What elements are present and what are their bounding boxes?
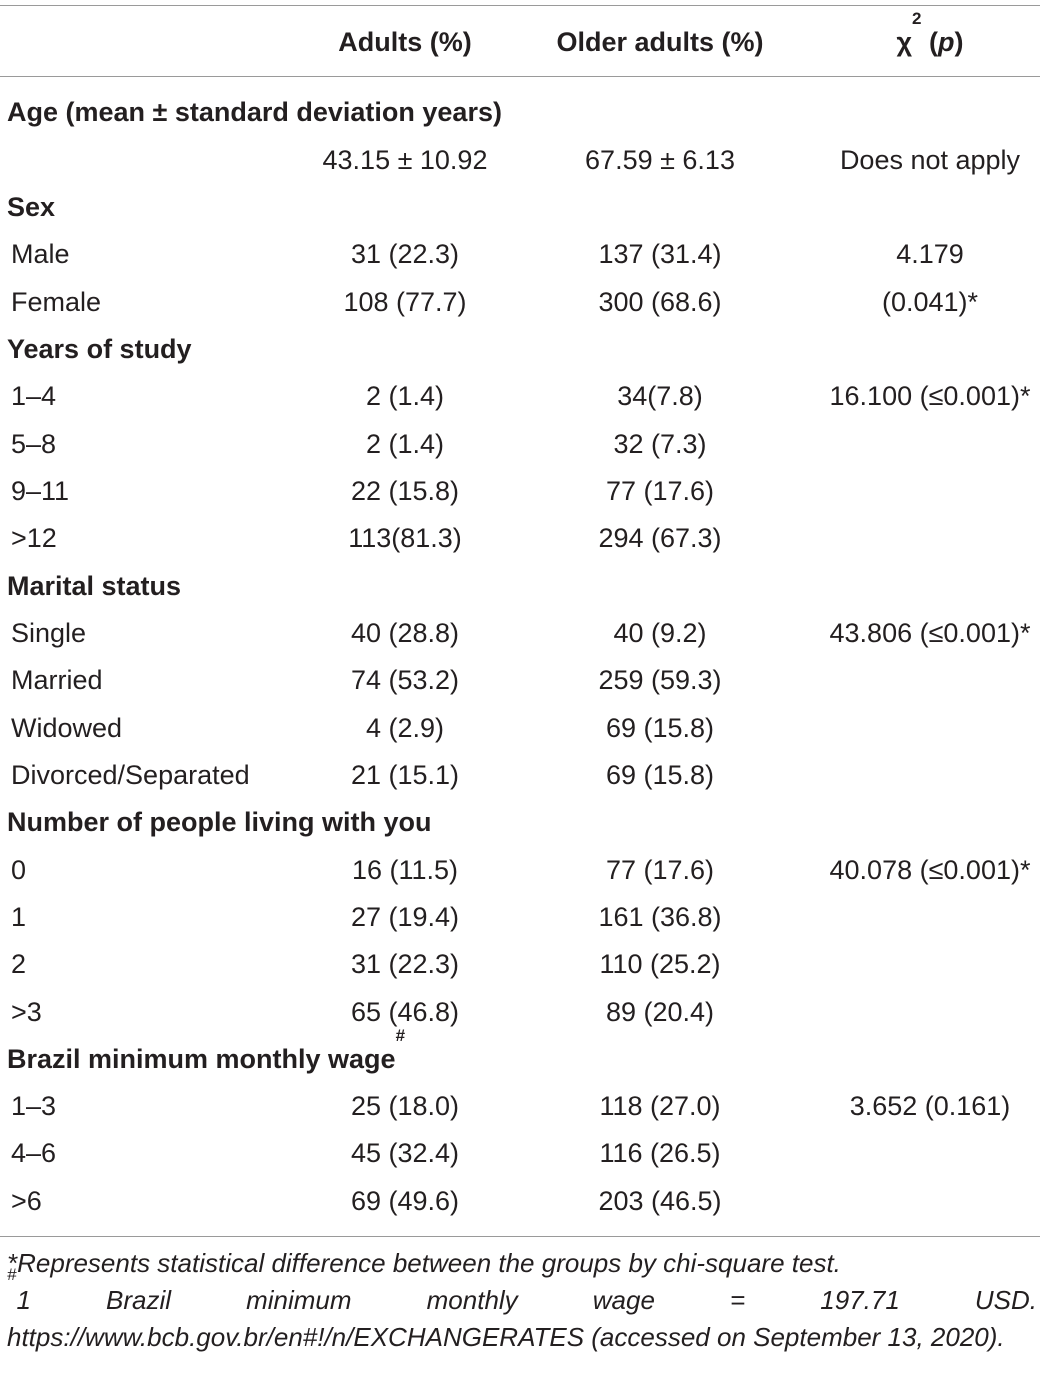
row-adults: 2 (1.4) — [365, 381, 445, 411]
footnote-chi-square: *Represents statistical difference betwe… — [7, 1248, 841, 1278]
row-adults: 65 (46.8) — [350, 997, 460, 1027]
row-adults: 40 (28.8) — [350, 618, 460, 648]
p-symbol: p — [938, 27, 955, 57]
section-age: Age (mean ± standard deviation years) — [7, 97, 502, 127]
chi-superscript: 2 — [912, 9, 922, 28]
row-chi: 40.078 (≤0.001)* — [829, 855, 1031, 885]
row-adults: 45 (32.4) — [350, 1138, 460, 1168]
row-older: 203 (46.5) — [598, 1186, 722, 1216]
header-rule — [0, 76, 1040, 77]
row-label: >3 — [11, 997, 42, 1027]
row-adults: 16 (11.5) — [351, 855, 459, 885]
header-adults: Adults (%) — [338, 27, 472, 57]
row-older: 77 (17.6) — [605, 476, 715, 506]
row-older: 89 (20.4) — [605, 997, 715, 1027]
age-chi: Does not apply — [839, 145, 1021, 175]
row-adults: 25 (18.0) — [350, 1091, 460, 1121]
row-label: Married — [11, 665, 103, 695]
section-minimum-wage: Brazil minimum monthly wage# — [7, 1026, 406, 1074]
row-adults: 74 (53.2) — [350, 665, 460, 695]
row-label: 0 — [11, 855, 27, 885]
age-adults: 43.15 ± 10.92 — [322, 145, 488, 175]
row-chi: 3.652 (0.161) — [849, 1091, 1011, 1121]
section-marital-status: Marital status — [7, 571, 182, 601]
row-older: 40 (9.2) — [613, 618, 707, 648]
row-adults: 31 (22.3) — [350, 949, 460, 979]
row-label: >12 — [11, 523, 57, 553]
row-older: 118 (27.0) — [599, 1091, 721, 1121]
bottom-rule — [0, 1236, 1040, 1237]
row-older: 161 (36.8) — [598, 902, 722, 932]
row-label: Male — [11, 239, 70, 269]
footnote-minimum-wage: #1 Brazil minimum monthly wage = 197.71 … — [7, 1265, 1037, 1352]
hash-mark: # — [7, 1265, 17, 1284]
chi-symbol: χ — [896, 27, 913, 57]
row-older: 77 (17.6) — [605, 855, 715, 885]
top-rule — [0, 5, 1040, 6]
row-label: Widowed — [11, 713, 123, 743]
row-adults: 113(81.3) — [348, 523, 462, 553]
row-label: 5–8 — [11, 429, 57, 459]
row-adults: 31 (22.3) — [350, 239, 460, 269]
row-label: Divorced/Separated — [11, 760, 250, 790]
row-older: 137 (31.4) — [598, 239, 722, 269]
section-years-of-study: Years of study — [7, 334, 192, 364]
row-chi: (0.041)* — [881, 287, 979, 317]
row-adults: 108 (77.7) — [343, 287, 467, 317]
row-older: 259 (59.3) — [598, 665, 722, 695]
row-older: 32 (7.3) — [613, 429, 707, 459]
row-older: 69 (15.8) — [605, 760, 715, 790]
row-older: 69 (15.8) — [605, 713, 715, 743]
row-label: 1–4 — [11, 381, 57, 411]
row-older: 110 (25.2) — [599, 949, 721, 979]
section-people-living-with-you: Number of people living with you — [7, 807, 432, 837]
row-chi: 43.806 (≤0.001)* — [829, 618, 1031, 648]
row-adults: 27 (19.4) — [350, 902, 460, 932]
row-chi: 4.179 — [896, 239, 964, 269]
row-older: 34(7.8) — [617, 381, 703, 411]
row-label: 1–3 — [11, 1091, 57, 1121]
row-older: 294 (67.3) — [598, 523, 722, 553]
row-label: 9–11 — [11, 476, 70, 506]
row-adults: 4 (2.9) — [365, 713, 445, 743]
header-older-adults: Older adults (%) — [556, 27, 764, 57]
section-sex: Sex — [7, 192, 56, 222]
row-adults: 21 (15.1) — [350, 760, 460, 790]
row-label: Single — [11, 618, 87, 648]
row-adults: 22 (15.8) — [350, 476, 460, 506]
row-label: 4–6 — [11, 1138, 57, 1168]
row-label: Female — [11, 287, 102, 317]
row-adults: 69 (49.6) — [350, 1186, 460, 1216]
row-chi: 16.100 (≤0.001)* — [829, 381, 1031, 411]
row-label: >6 — [11, 1186, 42, 1216]
header-chi-square: χ2 (p) — [896, 9, 964, 57]
age-older: 67.59 ± 6.13 — [585, 145, 735, 175]
hash-superscript: # — [395, 1026, 406, 1045]
row-older: 300 (68.6) — [598, 287, 722, 317]
row-adults: 2 (1.4) — [365, 429, 445, 459]
row-older: 116 (26.5) — [599, 1138, 721, 1168]
row-label: 2 — [11, 949, 27, 979]
row-label: 1 — [11, 902, 27, 932]
